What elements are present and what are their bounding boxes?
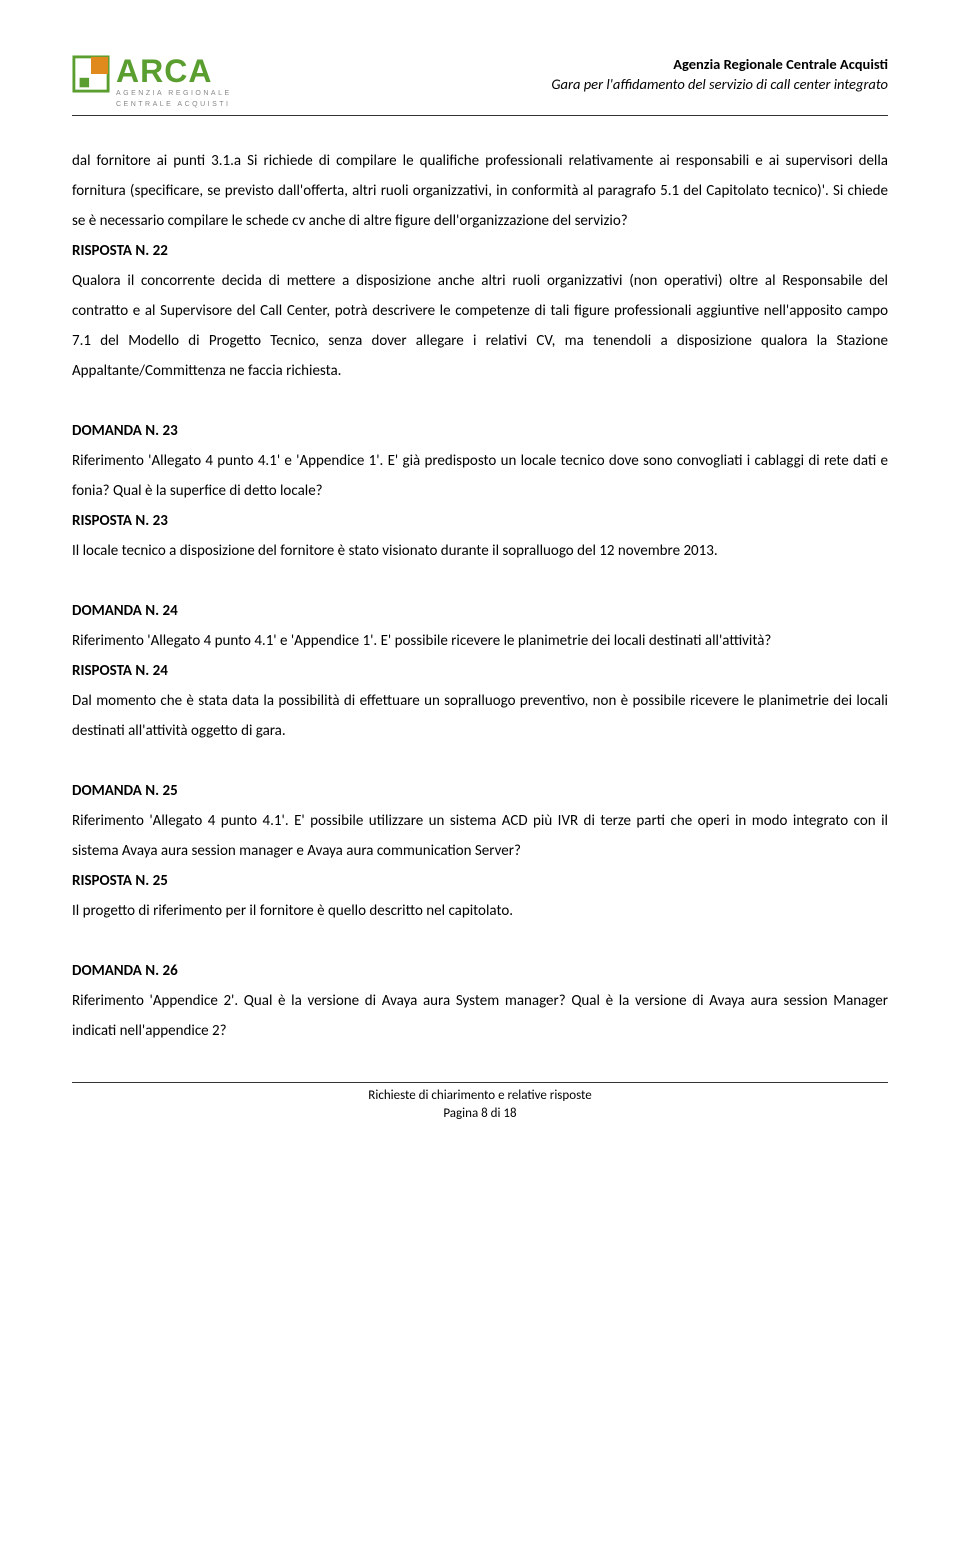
logo-sub-line2: CENTRALE ACQUISTI [116, 100, 232, 109]
section-gap [72, 386, 888, 416]
document-content: dal fornitore ai punti 3.1.a Si richiede… [72, 146, 888, 1046]
body-paragraph: Il progetto di riferimento per il fornit… [72, 896, 888, 926]
body-paragraph: dal fornitore ai punti 3.1.a Si richiede… [72, 146, 888, 236]
heading-line: DOMANDA N. 25 [72, 776, 888, 806]
heading-line: RISPOSTA N. 23 [72, 506, 888, 536]
heading-line: DOMANDA N. 23 [72, 416, 888, 446]
heading-line: RISPOSTA N. 24 [72, 656, 888, 686]
logo-block: ARCA AGENZIA REGIONALE CENTRALE ACQUISTI [72, 55, 232, 109]
footer-line2: Pagina 8 di 18 [72, 1105, 888, 1123]
logo-text: ARCA AGENZIA REGIONALE CENTRALE ACQUISTI [116, 55, 232, 109]
body-paragraph: Riferimento 'Allegato 4 punto 4.1'. E' p… [72, 806, 888, 866]
header-rule [72, 115, 888, 116]
logo-main: ARCA [116, 55, 232, 87]
header-subtitle: Gara per l'affidamento del servizio di c… [551, 75, 888, 95]
header-right: Agenzia Regionale Centrale Acquisti Gara… [551, 55, 888, 94]
body-paragraph: Riferimento 'Appendice 2'. Qual è la ver… [72, 986, 888, 1046]
page-header: ARCA AGENZIA REGIONALE CENTRALE ACQUISTI… [72, 55, 888, 109]
logo-icon [72, 55, 110, 93]
heading-line: DOMANDA N. 24 [72, 596, 888, 626]
header-title: Agenzia Regionale Centrale Acquisti [551, 55, 888, 75]
logo-sub-line1: AGENZIA REGIONALE [116, 89, 232, 98]
heading-line: RISPOSTA N. 22 [72, 236, 888, 266]
heading-line: DOMANDA N. 26 [72, 956, 888, 986]
body-paragraph: Qualora il concorrente decida di mettere… [72, 266, 888, 386]
page-footer: Richieste di chiarimento e relative risp… [72, 1087, 888, 1122]
section-gap [72, 926, 888, 956]
footer-rule [72, 1082, 888, 1083]
body-paragraph: Dal momento che è stata data la possibil… [72, 686, 888, 746]
body-paragraph: Il locale tecnico a disposizione del for… [72, 536, 888, 566]
body-paragraph: Riferimento 'Allegato 4 punto 4.1' e 'Ap… [72, 626, 888, 656]
section-gap [72, 746, 888, 776]
footer-line1: Richieste di chiarimento e relative risp… [72, 1087, 888, 1105]
heading-line: RISPOSTA N. 25 [72, 866, 888, 896]
section-gap [72, 566, 888, 596]
document-page: ARCA AGENZIA REGIONALE CENTRALE ACQUISTI… [0, 0, 960, 1162]
body-paragraph: Riferimento 'Allegato 4 punto 4.1' e 'Ap… [72, 446, 888, 506]
